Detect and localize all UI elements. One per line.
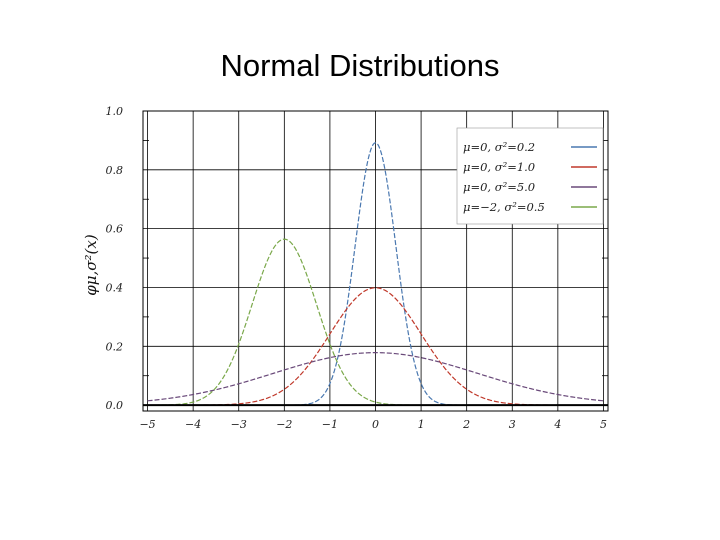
slide-title: Normal Distributions [220, 48, 500, 83]
y-tick-labels: 0.0 0.2 0.4 0.6 0.8 1.0 [106, 105, 124, 412]
legend: μ=0, σ²=0.2 μ=0, σ²=1.0 μ=0, σ²=5.0 μ=−2, σ… [456, 127, 604, 225]
x-tick-label: 0 [372, 418, 379, 431]
x-tick-label: −4 [185, 418, 201, 431]
legend-label: μ=−2, σ²=0.5 [463, 200, 545, 214]
x-tick-label: −1 [322, 418, 338, 431]
x-tick-labels: −5 −4 −3 −2 −1 0 1 2 3 4 5 [139, 418, 606, 431]
y-axis-label: φμ,σ²(x) [82, 234, 100, 296]
legend-box [456, 127, 604, 225]
x-tick-label: −2 [276, 418, 292, 431]
y-tick-label: 0.6 [106, 223, 124, 236]
y-tick-label: 0.4 [106, 281, 124, 294]
legend-label: μ=0, σ²=1.0 [463, 160, 535, 174]
x-tick-label: 3 [509, 418, 516, 431]
series-line-3 [147, 352, 604, 402]
legend-label: μ=0, σ²=5.0 [463, 180, 535, 194]
x-tick-label: 1 [418, 418, 425, 431]
x-tick-label: 2 [462, 418, 470, 431]
grid-lines [143, 110, 608, 411]
x-tick-label: 4 [553, 418, 561, 431]
y-tick-label: 0.0 [106, 399, 124, 412]
y-tick-label: 0.2 [106, 340, 124, 353]
y-tick-label: 1.0 [106, 105, 124, 118]
x-tick-label: −3 [231, 418, 247, 431]
y-tick-label: 0.8 [106, 164, 124, 177]
legend-label: μ=0, σ²=0.2 [463, 140, 535, 154]
x-tick-label: −5 [139, 418, 155, 431]
x-tick-label: 5 [600, 418, 607, 431]
